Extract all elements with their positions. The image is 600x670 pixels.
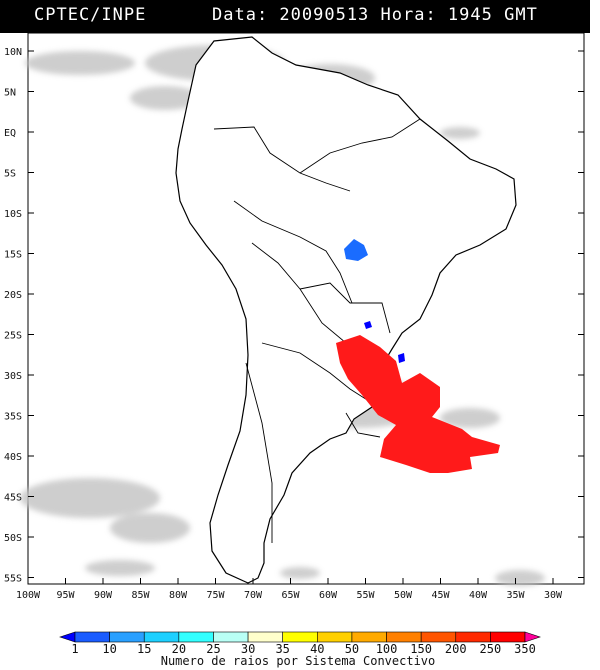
colorbar-title: Numero de raios por Sistema Convectivo	[161, 654, 436, 668]
colorbar-segment	[74, 631, 110, 643]
lightning-cluster-10	[344, 239, 368, 261]
colorbar-segment	[213, 631, 249, 643]
map-header: CPTEC/INPE Data: 20090513 Hora: 1945 GMT	[0, 0, 590, 33]
colorbar-label: 350	[514, 642, 536, 656]
lon-label-80w: 80W	[169, 590, 188, 601]
lat-label-5n: 5N	[4, 88, 16, 99]
lon-label-50w: 50W	[394, 590, 413, 601]
lightning-cluster-1-b	[398, 353, 405, 363]
lat-label-5s: 5S	[4, 169, 16, 180]
colorbar-label: 1	[71, 642, 78, 656]
lat-label-eq: EQ	[4, 128, 16, 139]
lightning-cluster-350	[336, 335, 500, 473]
lon-label-75w: 75W	[206, 590, 225, 601]
colorbar-segment	[247, 631, 283, 643]
colorbar	[59, 631, 541, 643]
lat-label-45s: 45S	[4, 493, 22, 504]
colorbar-arrow-right	[524, 631, 541, 643]
colorbar-label: 30	[241, 642, 255, 656]
colorbar-label: 10	[102, 642, 116, 656]
colorbar-segment	[178, 631, 214, 643]
colorbar-segment	[317, 631, 353, 643]
lon-label-35w: 35W	[506, 590, 525, 601]
lat-label-55s: 55S	[4, 574, 22, 585]
colorbar-segment	[386, 631, 422, 643]
lon-label-60w: 60W	[319, 590, 338, 601]
colorbar-segment	[351, 631, 387, 643]
lat-label-40s: 40S	[4, 452, 22, 463]
colorbar-label: 150	[410, 642, 432, 656]
lon-label-45w: 45W	[431, 590, 450, 601]
colorbar-label: 100	[376, 642, 398, 656]
lon-label-90w: 90W	[94, 590, 113, 601]
colorbar-arrow-left	[59, 631, 76, 643]
south-america-landmass	[175, 36, 517, 584]
lon-label-40w: 40W	[469, 590, 488, 601]
lon-label-70w: 70W	[244, 590, 263, 601]
lat-label-35s: 35S	[4, 412, 22, 423]
colorbar-segment	[490, 631, 526, 643]
lat-label-10s: 10S	[4, 209, 22, 220]
colorbar-label: 15	[137, 642, 151, 656]
lat-label-15s: 15S	[4, 250, 22, 261]
lon-label-65w: 65W	[281, 590, 300, 601]
colorbar-segment	[420, 631, 457, 643]
colorbar-segment	[109, 631, 145, 643]
lightning-map: 10N5NEQ5S10S15S20S25S30S35S40S45S50S55S …	[4, 33, 585, 668]
colorbar-label: 200	[445, 642, 467, 656]
colorbar-label: 40	[310, 642, 324, 656]
colorbar-label: 50	[345, 642, 359, 656]
lat-label-10n: 10N	[4, 47, 22, 58]
colorbar-label: 35	[275, 642, 289, 656]
source-title: CPTEC/INPE	[34, 5, 147, 25]
lon-label-100w: 100W	[16, 590, 41, 601]
lat-label-50s: 50S	[4, 533, 22, 544]
colorbar-label: 20	[172, 642, 186, 656]
datetime-title: Data: 20090513 Hora: 1945 GMT	[212, 5, 538, 25]
longitude-labels: 100W 95W 90W 85W 80W 75W 70W 65W 60W 55W 50W 45W 40W…	[16, 578, 563, 601]
colorbar-labels: 1 10 15 20 25 30 35 40 50 100 150 200 250 350	[71, 642, 535, 656]
lat-label-20s: 20S	[4, 290, 22, 301]
colorbar-label: 250	[480, 642, 502, 656]
colorbar-segment	[282, 631, 318, 643]
latitude-labels: 10N 5N EQ 5S 10S 15S 20S 25S 30S 35S 40S 45S 50S 55S	[4, 47, 584, 585]
lon-label-55w: 55W	[356, 590, 375, 601]
lon-label-85w: 85W	[131, 590, 150, 601]
lightning-clusters	[336, 239, 500, 473]
lon-label-30w: 30W	[544, 590, 563, 601]
colorbar-segment	[455, 631, 491, 643]
lat-label-30s: 30S	[4, 371, 22, 382]
colorbar-segment	[143, 631, 180, 643]
lightning-cluster-1-a	[364, 321, 372, 329]
lat-label-25s: 25S	[4, 331, 22, 342]
colorbar-label: 25	[206, 642, 220, 656]
lon-label-95w: 95W	[56, 590, 75, 601]
